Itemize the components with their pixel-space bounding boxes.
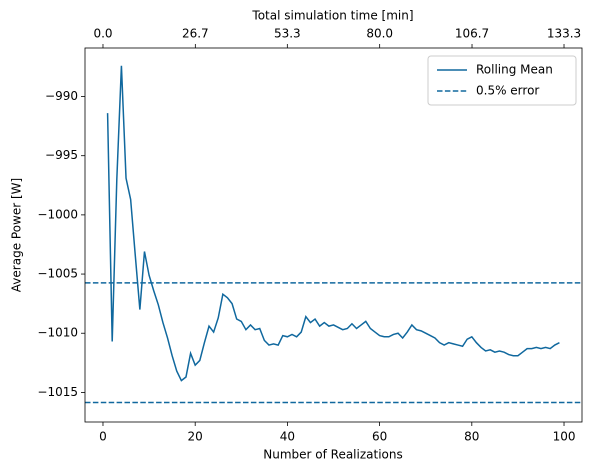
x2-axis-label: Total simulation time [min] (251, 9, 413, 23)
x-tick-label: 80 (464, 430, 479, 444)
y-tick-label: −990 (45, 89, 78, 103)
y-tick-label: −1015 (37, 385, 78, 399)
legend-label: Rolling Mean (476, 63, 553, 77)
x2-tick-label: 133.3 (547, 27, 581, 41)
y-tick-label: −995 (45, 148, 78, 162)
x-tick-label: 100 (553, 430, 576, 444)
legend-label: 0.5% error (476, 84, 539, 98)
y-tick-label: −1010 (37, 326, 78, 340)
x2-tick-label: 106.7 (455, 27, 489, 41)
x-tick-label: 20 (188, 430, 203, 444)
y-axis-label: Average Power [W] (10, 178, 24, 292)
x2-tick-label: 80.0 (366, 27, 393, 41)
y-tick-label: −1000 (37, 207, 78, 221)
y-tick-label: −1005 (37, 267, 78, 281)
data-line (106, 65, 560, 382)
x-tick-label: 0 (99, 430, 107, 444)
x-axis-label: Number of Realizations (263, 448, 403, 462)
x-tick-label: 40 (280, 430, 295, 444)
x2-tick-label: 53.3 (274, 27, 301, 41)
x2-tick-label: 0.0 (93, 27, 112, 41)
x2-tick-label: 26.7 (182, 27, 209, 41)
legend-box (427, 55, 577, 106)
x-tick-label: 60 (372, 430, 387, 444)
plot-frame (84, 47, 583, 423)
